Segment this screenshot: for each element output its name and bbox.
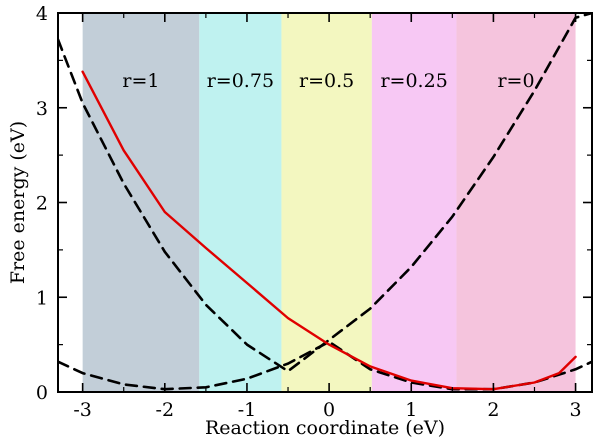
y-tick-label: 2 xyxy=(36,193,48,215)
regions-layer xyxy=(82,13,576,392)
x-axis: -3 -2 -1 0 1 2 3 xyxy=(73,13,582,421)
series-line-0 xyxy=(58,13,592,373)
x-axis-label: Reaction coordinate (eV) xyxy=(205,417,445,438)
region-labels-layer: r=1 r=0.75 r=0.5 r=0.25 r=0 xyxy=(122,70,534,92)
region-label-4: r=0 xyxy=(497,70,534,92)
region-label-2: r=0.5 xyxy=(299,70,354,92)
x-tick-label: 3 xyxy=(570,399,582,421)
y-tick-label: 0 xyxy=(36,382,48,404)
y-axis: 0 1 2 3 4 xyxy=(36,3,592,404)
region-label-1: r=0.75 xyxy=(207,70,274,92)
region-band-2 xyxy=(281,13,372,392)
region-label-3: r=0.25 xyxy=(380,70,447,92)
region-band-0 xyxy=(82,13,200,392)
x-tick-label: 0 xyxy=(323,399,335,421)
region-band-3 xyxy=(371,13,457,392)
region-label-0: r=1 xyxy=(122,70,159,92)
y-tick-label: 3 xyxy=(36,98,48,120)
x-tick-label: -2 xyxy=(156,399,175,421)
x-tick-label: 2 xyxy=(487,399,499,421)
y-tick-label: 4 xyxy=(36,3,48,25)
x-tick-label: -3 xyxy=(73,399,92,421)
region-band-4 xyxy=(456,13,576,392)
region-band-1 xyxy=(199,13,282,392)
series-line-2 xyxy=(81,70,577,391)
series-layer xyxy=(58,13,592,391)
y-tick-label: 1 xyxy=(36,287,48,309)
y-axis-label: Free energy (eV) xyxy=(7,121,29,284)
x-tick-label: 1 xyxy=(405,399,417,421)
x-tick-label: -1 xyxy=(238,399,257,421)
